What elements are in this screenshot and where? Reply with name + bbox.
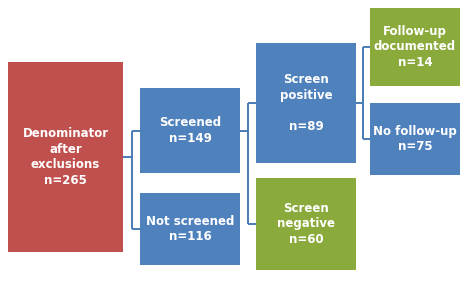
FancyBboxPatch shape <box>256 178 356 270</box>
FancyBboxPatch shape <box>256 43 356 163</box>
Text: Screened
n=149: Screened n=149 <box>159 116 221 145</box>
FancyBboxPatch shape <box>370 8 460 86</box>
Text: Screen
negative
n=60: Screen negative n=60 <box>277 202 335 246</box>
FancyBboxPatch shape <box>370 103 460 175</box>
FancyBboxPatch shape <box>140 193 240 265</box>
FancyBboxPatch shape <box>140 88 240 173</box>
FancyBboxPatch shape <box>8 62 123 252</box>
Text: Follow-up
documented
n=14: Follow-up documented n=14 <box>374 25 456 69</box>
Text: No follow-up
n=75: No follow-up n=75 <box>373 125 457 153</box>
Text: Not screened
n=116: Not screened n=116 <box>146 215 234 243</box>
Text: Screen
positive

n=89: Screen positive n=89 <box>280 73 332 133</box>
Text: Denominator
after
exclusions
n=265: Denominator after exclusions n=265 <box>22 127 109 187</box>
